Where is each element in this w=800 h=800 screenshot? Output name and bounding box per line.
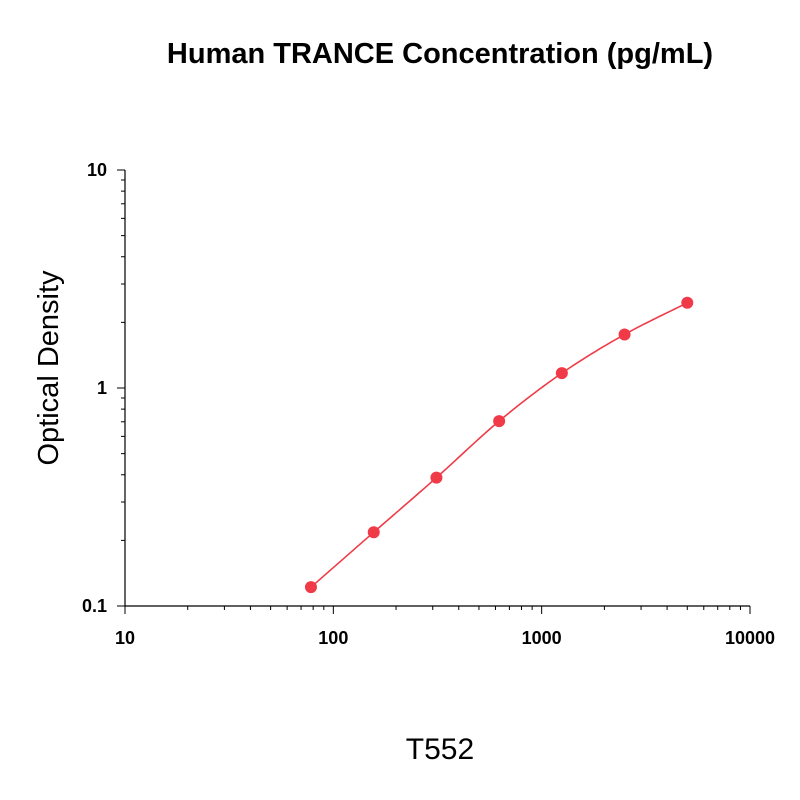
data-point xyxy=(304,581,317,594)
y-tick-label: 10 xyxy=(87,160,107,180)
product-code: T552 xyxy=(405,733,475,766)
fit-curve-layer xyxy=(310,302,688,588)
data-point xyxy=(681,296,694,309)
chart-title: Human TRANCE Concentration (pg/mL) xyxy=(166,38,714,70)
x-tick-label: 10 xyxy=(115,628,135,648)
y-axis-title: Optical Density xyxy=(33,270,65,466)
data-point xyxy=(555,367,568,380)
x-tick-label: 1000 xyxy=(522,628,562,648)
fit-curve xyxy=(310,302,688,588)
data-point xyxy=(493,415,506,428)
data-points-layer xyxy=(304,296,694,594)
y-tick-label: 0.1 xyxy=(82,596,107,616)
y-tick-label: 1 xyxy=(97,378,107,398)
data-point xyxy=(430,471,443,484)
x-tick-label: 10000 xyxy=(725,628,775,648)
axes xyxy=(117,169,751,614)
tick-labels-layer: 10 100 1000 10000 10 1 0.1 xyxy=(82,160,775,648)
data-point xyxy=(367,526,380,539)
x-tick-label: 100 xyxy=(318,628,348,648)
data-point xyxy=(618,328,631,341)
